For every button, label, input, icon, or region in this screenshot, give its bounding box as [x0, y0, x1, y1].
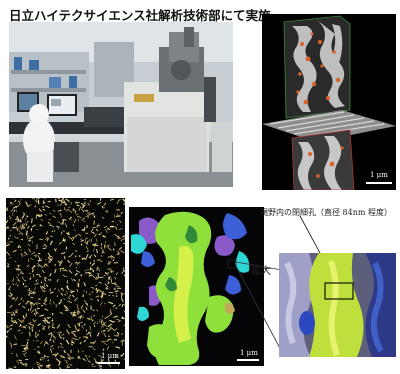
segmented-pore-rendering: 1 μm [129, 207, 264, 366]
scale-label: 1 μm [101, 352, 119, 360]
page-title: 日立ハイテクサイエンス社解析技術部にて実施 [9, 8, 271, 23]
tomography-3d-view: 1 μm [262, 14, 396, 190]
expand-label: 拡大 [251, 266, 271, 277]
scale-bar [237, 359, 259, 361]
scale-label: 1 μm [240, 349, 258, 357]
scale-label: 1 μm [370, 171, 388, 179]
closed-pore-caption: 視野内の閉細孔（直径 84nm 程度） [260, 208, 393, 217]
lab-instrument-photo [9, 22, 233, 187]
zoomed-pore-view [279, 253, 396, 357]
scale-bar [366, 182, 392, 184]
scale-bar [98, 362, 120, 364]
pore-network-volume: 1 μm [6, 198, 125, 369]
